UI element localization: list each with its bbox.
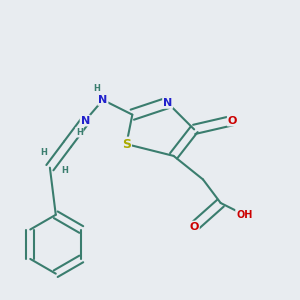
Text: H: H — [61, 166, 68, 175]
Text: N: N — [81, 116, 90, 126]
Text: O: O — [190, 222, 199, 232]
Text: S: S — [122, 138, 131, 151]
Text: H: H — [76, 128, 83, 137]
Text: O: O — [228, 116, 237, 126]
Text: H: H — [40, 148, 47, 158]
Text: N: N — [163, 98, 172, 108]
Text: N: N — [98, 95, 107, 105]
Text: OH: OH — [236, 210, 252, 220]
Text: H: H — [94, 84, 100, 93]
